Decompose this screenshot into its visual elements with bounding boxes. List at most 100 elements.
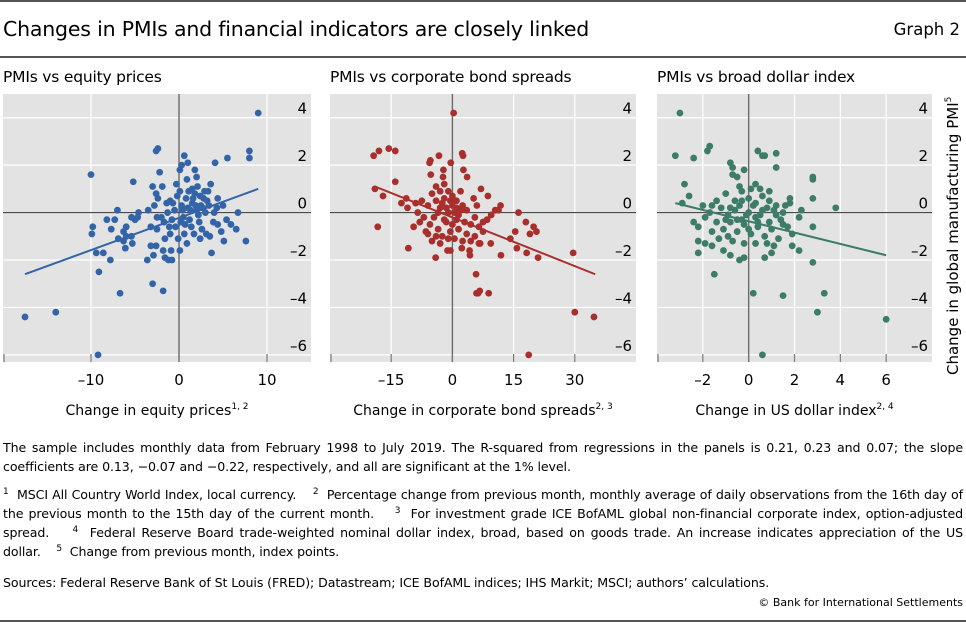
data-point [404, 204, 411, 212]
data-point [150, 251, 157, 259]
plot-area [330, 94, 636, 362]
data-point [765, 218, 773, 226]
data-point [440, 166, 447, 174]
data-point [809, 258, 817, 266]
footnotes: 1 MSCI All Country World Index, local cu… [3, 485, 963, 561]
data-point [446, 197, 454, 205]
y-tick-label: –4 [911, 289, 928, 307]
data-point [525, 351, 533, 359]
chart-title: Changes in PMIs and financial indicators… [3, 17, 590, 41]
data-point [455, 225, 462, 233]
data-point [795, 247, 803, 254]
x-axis-label: Change in corporate bond spreads2, 3 [353, 402, 612, 419]
y-tick-label: –2 [615, 242, 632, 260]
x-tick-label: 30 [565, 371, 584, 389]
data-point [152, 147, 160, 155]
data-point [94, 351, 102, 359]
data-point [756, 185, 764, 193]
data-point [754, 223, 762, 231]
data-point [738, 197, 746, 205]
data-point [254, 109, 262, 117]
y-tick-label: –4 [615, 289, 632, 307]
data-point [234, 209, 242, 216]
data-point [726, 251, 734, 259]
data-point [194, 211, 202, 219]
data-point [491, 206, 499, 214]
data-point [103, 216, 111, 224]
data-point [694, 223, 702, 231]
data-point [779, 292, 787, 299]
y-tick-label: 2 [297, 147, 307, 165]
data-point [214, 194, 222, 202]
data-point [206, 232, 214, 240]
data-point [426, 159, 433, 167]
data-point [457, 187, 464, 195]
data-point [435, 152, 443, 160]
data-point [533, 228, 540, 235]
data-point [442, 204, 450, 212]
data-point [149, 183, 157, 190]
data-point [814, 308, 821, 316]
data-point [159, 247, 167, 254]
data-point [513, 244, 521, 252]
x-tick-label: 6 [881, 371, 891, 389]
data-point [211, 159, 219, 167]
data-point [459, 202, 466, 209]
data-point [210, 209, 218, 216]
data-point [177, 218, 185, 226]
data-point [453, 197, 460, 205]
y-tick-label: –4 [290, 289, 307, 307]
y-tick-label: 2 [622, 147, 632, 165]
footnote-5: 5 Change from previous month, index poin… [56, 544, 340, 559]
data-point [246, 147, 253, 155]
data-point [752, 180, 759, 188]
data-point [424, 230, 432, 238]
data-point [176, 247, 184, 254]
data-point [427, 171, 435, 179]
data-point [733, 173, 741, 181]
data-point [717, 204, 725, 212]
data-point [246, 154, 253, 162]
data-point [784, 223, 792, 231]
data-point [882, 315, 890, 323]
data-point [571, 308, 579, 316]
data-point [761, 254, 769, 262]
data-point [444, 235, 452, 243]
x-tick-label: –10 [78, 371, 105, 389]
data-point [164, 209, 171, 216]
data-point [187, 223, 195, 231]
footnote-marker: 1 [3, 487, 9, 497]
data-point [385, 145, 393, 152]
x-axis-label: Change in equity prices1, 2 [65, 402, 248, 419]
data-point [242, 237, 250, 245]
data-point [795, 213, 803, 221]
data-point [722, 216, 730, 224]
data-point [752, 240, 759, 247]
data-point [701, 240, 709, 247]
data-point [223, 216, 230, 224]
data-point [685, 192, 693, 200]
data-point [742, 211, 750, 219]
data-point [414, 209, 422, 216]
data-point [430, 213, 438, 221]
data-point [701, 213, 709, 221]
data-point [775, 235, 782, 243]
data-point [720, 225, 727, 233]
data-point [159, 287, 167, 295]
data-point [168, 256, 176, 264]
data-point [161, 235, 169, 243]
x-tick-label: 15 [504, 371, 523, 389]
data-point [428, 237, 436, 245]
data-point [809, 194, 817, 202]
data-point [88, 230, 96, 238]
y-axis-label: Change in global manufacturing PMI5 [944, 97, 962, 375]
data-point [149, 280, 157, 288]
footnote-marker: 5 [56, 544, 62, 554]
data-point [158, 213, 165, 221]
data-point [99, 249, 107, 257]
footnote-marker: 3 [394, 506, 401, 516]
data-point [534, 254, 542, 262]
data-point [52, 308, 60, 316]
top-rule [0, 0, 966, 2]
data-point [476, 287, 484, 295]
